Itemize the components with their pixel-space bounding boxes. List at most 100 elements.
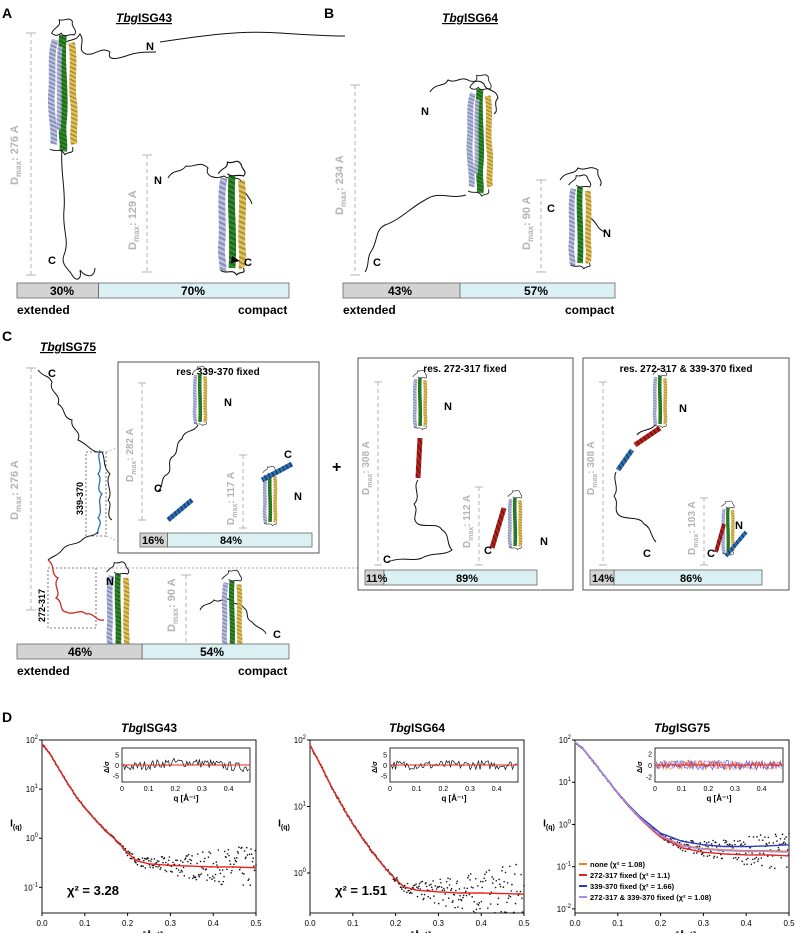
dmax-label-extended-a: Dmax: 276 A (9, 125, 23, 185)
data-point (459, 894, 461, 897)
residual-y-tick-label: -2 (646, 774, 652, 781)
n-terminus-label: N (444, 401, 452, 413)
data-point (759, 852, 761, 855)
residual-trace (655, 759, 783, 771)
data-point (788, 833, 790, 835)
dmax-scale-compact-b: Dmax: 90 A (521, 179, 546, 273)
data-point (755, 856, 758, 859)
data-point (776, 840, 778, 842)
data-point (141, 857, 144, 859)
data-point (734, 843, 736, 846)
data-point (742, 841, 745, 843)
data-point (473, 900, 476, 903)
data-point (440, 881, 442, 884)
population-bar-c: 46% 54% extended compact (16, 643, 290, 678)
data-point (230, 871, 232, 874)
data-point (732, 847, 734, 849)
residual-x-tick-label: 0.1 (144, 786, 154, 793)
data-point (420, 881, 422, 883)
data-point (147, 857, 149, 860)
plot-frame (574, 739, 790, 914)
chart-title: TbgISG75 (654, 721, 710, 735)
data-point (786, 866, 788, 868)
data-point (172, 861, 174, 864)
data-point (400, 886, 402, 889)
residual-x-tick-label: 0 (653, 786, 657, 793)
panel-c: C TbgISG75 Dmax: 276 A C 339-370 272-317… (2, 328, 790, 678)
c-terminus-label: C (383, 554, 391, 566)
data-point (511, 883, 513, 886)
x-tick-label: 0.2 (390, 919, 402, 928)
data-point (696, 845, 699, 848)
residual-x-tick-label: 0.3 (730, 786, 740, 793)
n-terminus-label: N (106, 576, 114, 588)
c-terminus-label: C (547, 203, 555, 215)
data-point (192, 874, 195, 877)
data-point (769, 867, 771, 869)
data-point (223, 875, 225, 878)
data-point (492, 878, 495, 880)
data-point (164, 869, 166, 871)
data-point (233, 863, 235, 866)
panel-b: B TbgISG64 Dmax: 234 A N C Dmax: 90 A C … (324, 5, 616, 317)
n-terminus-label: N (421, 106, 429, 118)
data-point (244, 857, 247, 860)
dmax-scale-compact-c: Dmax: 90 A (166, 574, 191, 651)
data-point (408, 889, 410, 892)
y-tick-label: 100 (26, 833, 39, 843)
y-tick-label: 100 (294, 868, 307, 878)
compact-fraction-bar (383, 569, 538, 586)
dmax-scale-compact-a: Dmax: 129 A (127, 154, 152, 273)
data-point (447, 877, 449, 879)
n-terminus-label: N (603, 228, 611, 240)
compact-label: compact (238, 664, 287, 678)
data-point (780, 857, 782, 859)
data-point (188, 877, 191, 879)
data-point (464, 890, 467, 893)
data-point (447, 897, 450, 899)
data-point (417, 887, 420, 890)
data-point (157, 866, 159, 868)
data-point (153, 858, 156, 860)
data-point (150, 860, 152, 862)
data-point (218, 869, 221, 871)
data-point (510, 890, 513, 892)
data-point (759, 834, 762, 836)
data-point (476, 903, 478, 905)
extended-label: extended (17, 303, 70, 317)
data-point (156, 860, 159, 862)
data-point (494, 911, 496, 914)
data-point (184, 857, 187, 860)
compact-percent: 70% (181, 284, 205, 298)
data-point (211, 878, 213, 880)
data-point (444, 893, 446, 895)
data-point (152, 866, 154, 869)
data-point (234, 859, 237, 862)
fixed-region-box-2: res. 272-317 fixed Dmax: 308 A N C Dmax:… (357, 357, 574, 591)
residual-y-tick-label: 0 (383, 763, 387, 770)
data-point (439, 878, 442, 881)
data-point (167, 859, 170, 862)
data-point (226, 868, 228, 871)
data-point (202, 868, 205, 870)
data-point (243, 850, 246, 852)
data-point (779, 837, 782, 840)
data-point (521, 911, 524, 913)
data-point (396, 876, 398, 879)
data-point (189, 858, 191, 861)
data-point (732, 857, 735, 859)
data-point (228, 860, 231, 862)
extended-percent: 11% (366, 573, 388, 585)
data-point (452, 900, 454, 902)
data-point (770, 865, 773, 868)
data-point (761, 839, 764, 842)
data-point (495, 879, 498, 882)
data-point (764, 836, 766, 838)
data-point (740, 843, 743, 845)
data-point (466, 887, 469, 890)
data-point (206, 874, 209, 876)
data-point (456, 880, 459, 883)
legend-entry: 272-317 & 339-370 fixed (χ² = 1.08) (590, 893, 712, 902)
data-point (236, 850, 239, 853)
c-terminus-label: C (484, 545, 492, 557)
